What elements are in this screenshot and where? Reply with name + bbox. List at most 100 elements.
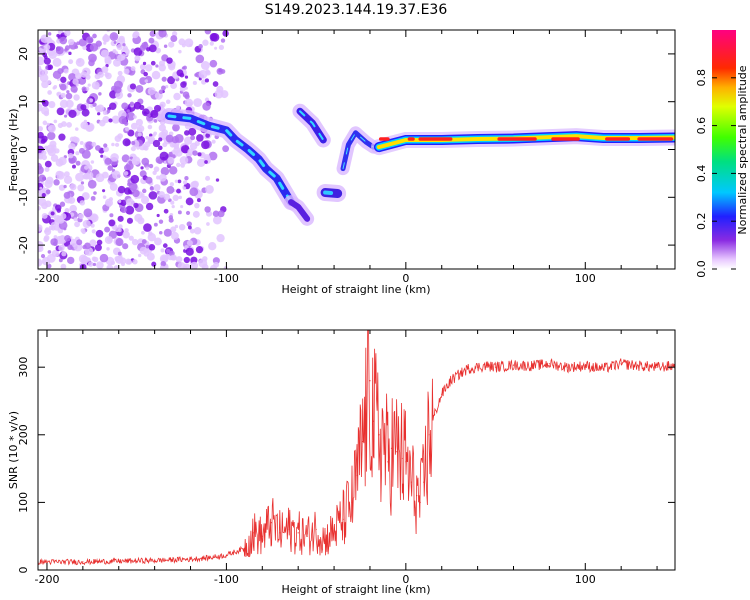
spectrogram-noise-cell — [47, 64, 54, 70]
spectrogram-noise-cell — [69, 136, 75, 142]
spectrogram-noise-cell — [205, 185, 214, 194]
spectrogram-noise-cell — [41, 202, 48, 210]
spectrogram-noise-cell — [100, 49, 110, 58]
spectrogram-noise-cell — [50, 154, 59, 162]
spectrogram-noise-cell — [105, 72, 112, 80]
snr-point — [638, 365, 640, 367]
spectrogram-noise-cell — [193, 227, 202, 235]
spectrogram-noise-cell — [40, 34, 49, 43]
spectrogram-noise-cell — [55, 204, 62, 211]
spectrogram-noise-cell — [117, 185, 126, 194]
spectrogram-noise-cell — [101, 66, 109, 74]
snr-point — [288, 528, 290, 531]
spectrogram-noise-cell — [75, 83, 79, 87]
spectrogram-noise-cell — [153, 222, 158, 227]
spectrogram-noise-cell — [204, 30, 212, 35]
spectrogram-noise-cell — [204, 206, 211, 213]
spectrogram-noise-cell — [163, 208, 169, 214]
spectrogram-noise-cell — [158, 30, 167, 38]
spectrogram-noise-cell — [177, 262, 186, 269]
spectrogram-noise-cell — [70, 85, 78, 93]
spectrogram-noise-cell — [88, 59, 95, 67]
spectrogram-noise-cell — [132, 34, 137, 39]
spectrogram-noise-cell — [184, 86, 188, 90]
spectrogram-noise-cell — [63, 68, 69, 74]
spectrogram-noise-cell — [181, 66, 185, 70]
spectrogram-noise-cell — [132, 259, 138, 265]
spectrogram-noise-cell — [174, 179, 178, 183]
spectrogram-noise-cell — [144, 79, 148, 83]
spectrogram-noise-cell — [38, 162, 42, 171]
spectrogram-noise-cell — [162, 243, 168, 248]
spectrogram-noise-cell — [97, 71, 104, 78]
spectrogram-short-track-core — [298, 110, 325, 141]
spectrogram-noise-cell — [38, 258, 43, 267]
spectrogram-noise-cell — [160, 260, 167, 267]
spectrogram-noise-cell — [94, 105, 100, 111]
spectrogram-noise-cell — [100, 154, 104, 158]
spectrogram-noise-cell — [45, 189, 51, 195]
spectrogram-noise-cell — [158, 124, 166, 132]
spectrogram-noise-cell — [131, 238, 139, 246]
spectrogram-noise-cell — [189, 142, 198, 151]
spectrogram-noise-cell — [126, 111, 136, 121]
spectrogram-noise-cell — [48, 100, 56, 109]
snr-point — [656, 366, 658, 368]
spectrogram-noise-cell — [86, 36, 94, 44]
spectrogram-noise-cell — [58, 133, 66, 141]
snr-point — [405, 461, 407, 463]
spectrogram-noise-cell — [148, 37, 155, 44]
spectrogram-noise-cell — [220, 38, 226, 43]
spectrogram-xtick-label: -200 — [34, 272, 59, 285]
spectrogram-noise-cell — [38, 103, 43, 112]
spectrogram-noise-cell — [168, 63, 176, 71]
colorbar: 0.0 0.2 0.4 0.6 0.8 Normalized spectral ampl… — [695, 30, 749, 278]
spectrogram-noise-cell — [87, 179, 97, 189]
spectrogram-noise-cell — [64, 235, 71, 242]
spectrogram-noise-cell — [190, 135, 196, 141]
snr-point — [423, 481, 425, 483]
spectrogram-noise-cell — [132, 189, 140, 198]
colorbar-tick-label: 0.0 — [695, 260, 708, 278]
spectrogram-noise-cell — [166, 57, 173, 64]
spectrogram-ytick-label: 20 — [17, 47, 30, 61]
spectrogram-noise-cell — [87, 83, 91, 87]
spectrogram-noise-cell — [214, 46, 218, 50]
spectrogram-noise-cell — [77, 184, 85, 192]
spectrogram-noise-cell — [109, 102, 117, 110]
spectrogram-noise-cell — [118, 224, 123, 229]
spectrogram-noise-cell — [52, 70, 62, 80]
spectrogram-noise-cell — [103, 143, 108, 148]
spectrogram-noise-cell — [91, 141, 97, 147]
spectrogram-noise-cell — [140, 195, 150, 205]
snr-point — [428, 434, 430, 436]
spectrogram-noise-cell — [184, 130, 190, 136]
spectrogram-noise-cell — [150, 109, 159, 119]
snr-point — [118, 560, 120, 562]
spectrogram-noise-cell — [175, 256, 183, 263]
spectrogram-noise-cell — [90, 223, 95, 228]
spectrogram-noise-cell — [90, 195, 96, 201]
spectrogram-noise-cell — [56, 92, 60, 96]
spectrogram-noise-cell — [141, 239, 147, 244]
spectrogram-noise-cell — [216, 234, 225, 243]
spectrogram-noise-cell — [143, 71, 148, 77]
spectrogram-noise-cell — [117, 251, 122, 256]
spectrogram-noise-cell — [151, 70, 161, 80]
spectrogram-noise-cell — [170, 200, 175, 205]
spectrogram-noise-cell — [41, 106, 50, 115]
spectrogram-noise-cell — [142, 61, 147, 66]
spectrogram-noise-cell — [163, 44, 168, 48]
spectrogram-noise-cell — [126, 217, 134, 224]
spectrogram-noise-cell — [186, 221, 192, 227]
spectrogram-noise-cell — [117, 215, 124, 222]
spectrogram-noise-cell — [145, 176, 153, 184]
spectrogram-noise-cell — [75, 151, 80, 156]
spectrogram-noise-cell — [78, 147, 85, 154]
spectrogram-noise-cell — [134, 55, 141, 62]
spectrogram-noise-cell — [134, 213, 143, 222]
spectrogram-noise-cell — [118, 199, 122, 203]
spectrogram-xtick-label: 0 — [402, 272, 409, 285]
spectrogram-noise-cell — [38, 174, 46, 182]
spectrogram-noise-cell — [41, 150, 47, 156]
